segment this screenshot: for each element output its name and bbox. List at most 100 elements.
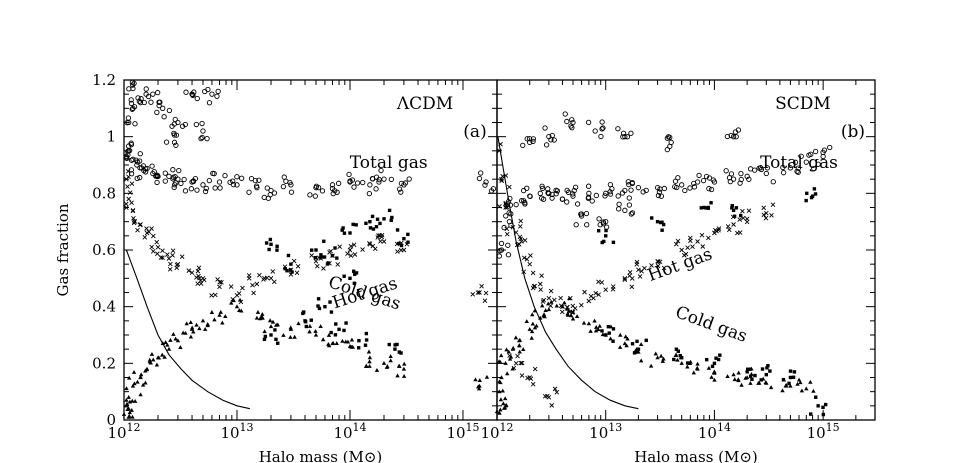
circle-point [398,180,405,186]
triangle-point [307,323,313,328]
circle-point [583,210,590,217]
triangle-point [262,329,267,334]
cross-point [125,168,131,174]
square-point [814,395,818,399]
circle-point [381,176,387,182]
cross-point [129,200,134,206]
triangle-point [739,382,744,387]
cross-point [131,215,136,221]
square-point [632,351,637,355]
series-circle [496,111,833,259]
circle-point [661,185,668,192]
circle-point [553,191,559,197]
circle-point [406,176,412,182]
panel-tag: (b) [841,122,865,142]
square-point [341,226,345,230]
square-point [678,353,682,358]
cross-point [189,270,195,275]
triangle-point [367,355,373,360]
triangle-point [527,327,532,331]
square-point [342,328,346,333]
square-point [290,270,294,274]
circle-point [808,151,814,157]
triangle-point [694,365,700,370]
triangle-point [564,306,570,311]
triangle-point [524,319,529,323]
square-point [809,195,814,200]
circle-point [216,179,223,185]
circle-point [603,190,609,196]
triangle-point [562,300,567,305]
circle-point [664,147,670,153]
cross-point [131,220,137,226]
circle-point [600,221,607,227]
square-point [389,218,393,223]
cross-point [770,202,776,208]
triangle-point [530,312,535,317]
circle-point [171,184,177,191]
panel-lcdm: 0 0.2 0.4 0.6 0.8 1 1.2 1012 1013 1014 1015 Halo ma… [92,71,498,463]
triangle-point [638,342,644,346]
circle-point [141,99,147,106]
circle-point [600,125,606,131]
square-point [285,269,289,273]
cross-point [746,208,752,214]
circle-point [626,202,633,208]
square-point [375,217,380,221]
cross-point [627,269,633,275]
cross-point [642,265,647,271]
circle-point [172,116,178,123]
cross-point [196,265,202,271]
circle-point [312,193,318,199]
triangle-point [209,310,215,314]
cross-point [217,284,222,290]
square-point [313,256,318,260]
cross-point [150,248,156,254]
circle-point [527,193,533,200]
cross-point [129,181,135,187]
triangle-point [205,321,210,326]
circle-point [206,177,212,184]
triangle-point [503,361,508,365]
cross-point [170,252,175,258]
circle-point [751,167,758,173]
triangle-point [498,380,503,385]
square-point [344,321,348,325]
cross-point [213,292,218,298]
circle-point [505,242,511,248]
triangle-point [534,323,539,328]
cross-point [634,259,640,265]
circle-point [665,134,672,140]
circle-point [135,95,141,101]
y-axis-label: Gas fraction [54,203,72,296]
square-point [322,239,326,243]
cross-point [579,302,584,308]
cross-point [527,261,533,267]
square-point [387,342,391,347]
circle-point [763,170,769,177]
circle-point [787,165,794,171]
cross-point [348,253,354,258]
square-point [650,216,654,220]
circle-point [125,148,131,154]
y-tick-label: 0 [106,411,116,429]
square-point [611,327,616,331]
square-point [397,350,402,354]
triangle-point [498,359,503,364]
circle-point [170,167,176,173]
circle-point [672,178,679,184]
circle-point [589,198,595,204]
circle-point [170,174,177,180]
circle-point [727,179,733,185]
triangle-point [202,326,208,331]
cross-point [261,277,266,282]
square-point [702,205,706,210]
triangle-point [126,375,132,380]
circle-point [234,174,240,180]
square-point [768,369,772,373]
circle-point [542,125,548,131]
cross-point [321,266,326,271]
square-point [739,213,743,218]
circle-point [182,121,188,128]
circle-point [307,192,313,198]
